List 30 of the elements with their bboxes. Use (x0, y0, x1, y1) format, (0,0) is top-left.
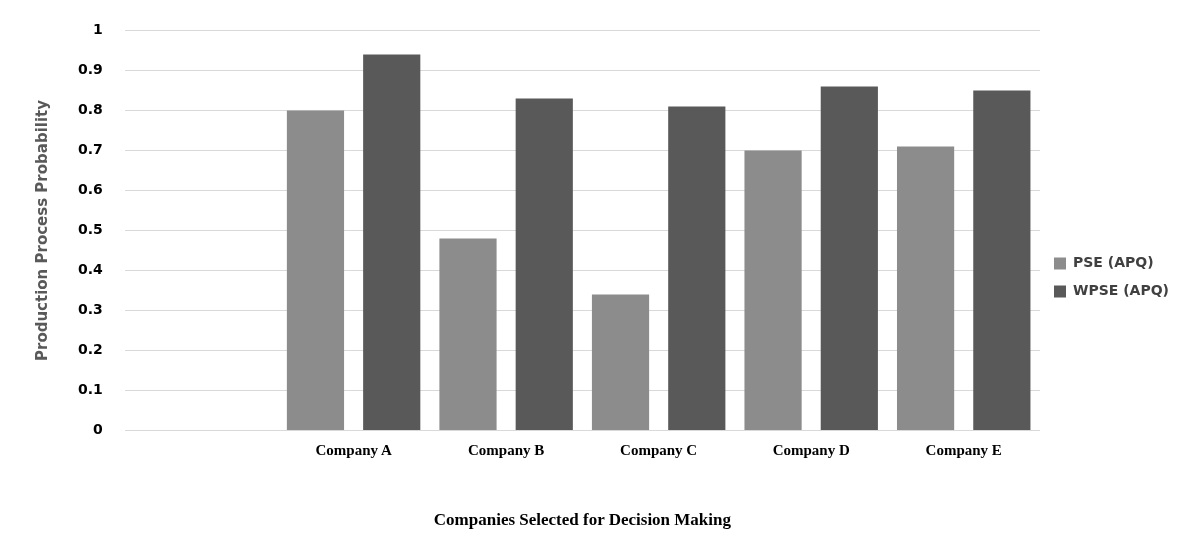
bar (286, 110, 345, 431)
bar (896, 146, 955, 431)
y-tick-label: 0.2 (77, 341, 103, 358)
bar (515, 98, 573, 431)
y-tick-label: 0.3 (77, 301, 103, 318)
y-tick-label: 0.9 (77, 61, 103, 78)
bar (973, 90, 1031, 431)
x-axis-title: Companies Selected for Decision Making (433, 510, 732, 530)
y-tick-label: 0.7 (77, 141, 103, 158)
x-tick-label: Company D (772, 442, 850, 459)
y-tick-label: 1 (93, 21, 103, 38)
x-tick-label: Company A (315, 442, 392, 459)
legend-label: WPSE (APQ) (1072, 282, 1170, 299)
bar (820, 86, 878, 431)
x-tick-label: Company B (467, 442, 545, 459)
y-tick-label: 0.4 (77, 261, 104, 278)
bar (668, 106, 726, 431)
legend-label: PSE (APQ) (1072, 254, 1154, 271)
bar (591, 294, 650, 431)
y-tick-label: 0.8 (77, 101, 103, 118)
x-tick-label: Company C (620, 442, 698, 459)
y-tick-label: 0.6 (77, 181, 103, 198)
bar (744, 150, 802, 431)
y-tick-label: 0.1 (77, 381, 103, 398)
y-axis-title: Production Process Probability (32, 99, 51, 362)
bar (363, 54, 421, 431)
x-tick-label: Company E (925, 442, 1002, 459)
y-tick-label: 0 (93, 421, 104, 438)
y-tick-label: 0.5 (77, 221, 103, 238)
bar (439, 238, 497, 431)
